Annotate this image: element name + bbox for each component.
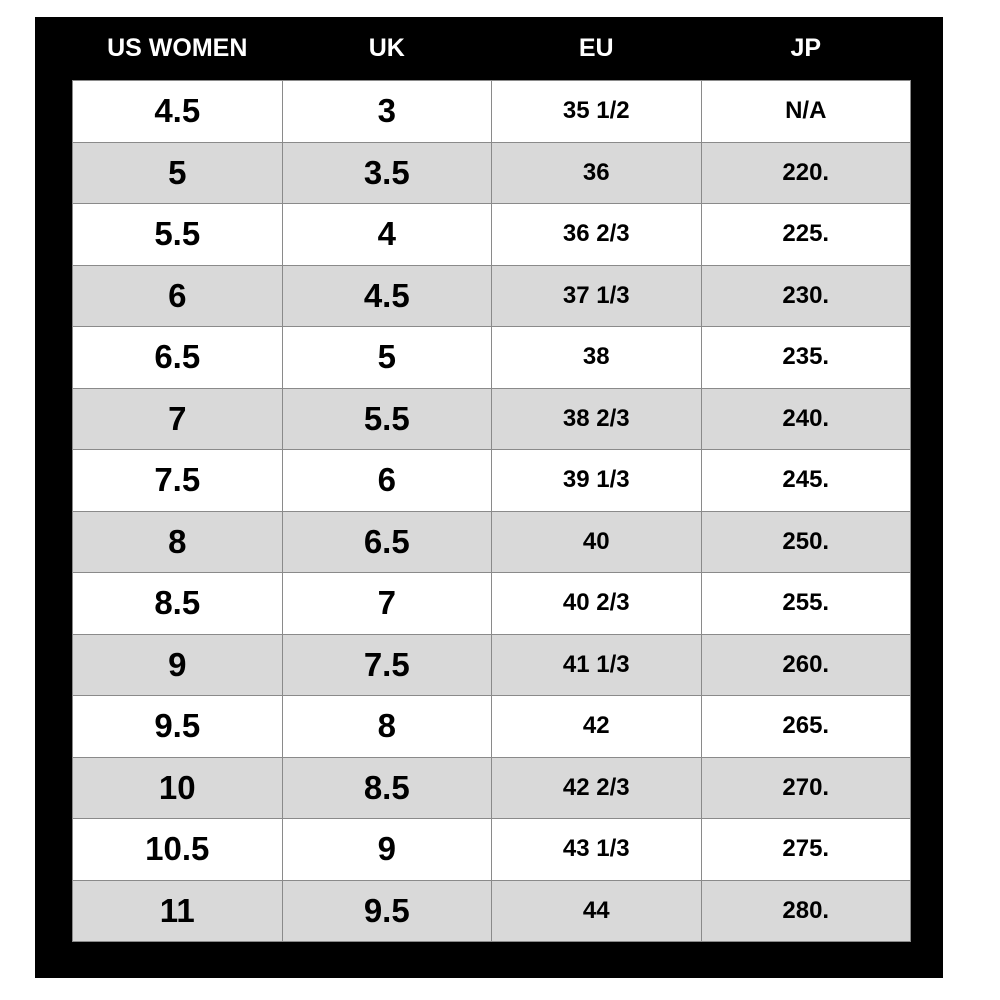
- size-row: 6.5 5 38 235.: [72, 326, 911, 389]
- size-chart: US WOMEN UK EU JP 4.5 3 35 1/2 N/A 5 3.5 36 220. 5.…: [35, 17, 943, 978]
- size-row: 7.5 6 39 1/3 245.: [72, 449, 911, 512]
- size-cell: 5: [281, 326, 492, 389]
- size-cell: 38: [491, 326, 702, 389]
- size-cell: 40: [491, 510, 702, 573]
- column-header: EU: [578, 34, 614, 62]
- size-row: 8 6.5 40 250.: [72, 510, 911, 573]
- size-cell: 41 1/3: [491, 633, 702, 696]
- size-cell: 9.5: [72, 695, 283, 758]
- size-cell: 5: [72, 141, 283, 204]
- size-cell: 10: [72, 756, 283, 819]
- size-row: 5 3.5 36 220.: [72, 141, 911, 204]
- size-cell: 6: [72, 264, 283, 327]
- size-cell: 40 2/3: [491, 572, 702, 635]
- size-cell: 7.5: [72, 449, 283, 512]
- size-cell: 230.: [700, 264, 911, 327]
- size-cell: 9: [281, 818, 492, 881]
- size-cell: 8.5: [72, 572, 283, 635]
- size-cell: 11: [72, 879, 283, 942]
- size-cell: 36: [491, 141, 702, 204]
- size-cell: 9.5: [281, 879, 492, 942]
- size-cell: 255.: [700, 572, 911, 635]
- size-cell: 4.5: [72, 80, 283, 143]
- size-cell: 6.5: [72, 326, 283, 389]
- size-cell: 235.: [700, 326, 911, 389]
- size-cell: 36 2/3: [491, 203, 702, 266]
- size-cell: N/A: [700, 80, 911, 143]
- size-cell: 10.5: [72, 818, 283, 881]
- size-cell: 3: [281, 80, 492, 143]
- size-cell: 5.5: [72, 203, 283, 266]
- size-cell: 8: [281, 695, 492, 758]
- size-cell: 42: [491, 695, 702, 758]
- size-cell: 220.: [700, 141, 911, 204]
- size-row: 10 8.5 42 2/3 270.: [72, 756, 911, 819]
- size-cell: 7.5: [281, 633, 492, 696]
- size-cell: 6: [281, 449, 492, 512]
- table-header: US WOMEN UK EU JP: [73, 17, 911, 81]
- size-cell: 280.: [700, 879, 911, 942]
- size-row: 11 9.5 44 280.: [72, 879, 911, 942]
- size-row: 6 4.5 37 1/3 230.: [72, 264, 911, 327]
- size-cell: 39 1/3: [491, 449, 702, 512]
- size-cell: 8: [72, 510, 283, 573]
- size-row: 5.5 4 36 2/3 225.: [72, 203, 911, 266]
- size-cell: 8.5: [281, 756, 492, 819]
- column-header: JP: [790, 34, 822, 62]
- size-cell: 245.: [700, 449, 911, 512]
- size-cell: 4.5: [281, 264, 492, 327]
- size-cell: 7: [72, 387, 283, 450]
- size-cell: 3.5: [281, 141, 492, 204]
- size-cell: 250.: [700, 510, 911, 573]
- size-cell: 38 2/3: [491, 387, 702, 450]
- size-cell: 4: [281, 203, 492, 266]
- column-header: UK: [368, 34, 405, 62]
- size-cell: 265.: [700, 695, 911, 758]
- size-row: 9 7.5 41 1/3 260.: [72, 633, 911, 696]
- size-cell: 6.5: [281, 510, 492, 573]
- size-cell: 37 1/3: [491, 264, 702, 327]
- table-body: 4.5 3 35 1/2 N/A 5 3.5 36 220. 5.5 4 36 2/3 225. 6 4.…: [72, 80, 911, 942]
- size-cell: 5.5: [281, 387, 492, 450]
- size-cell: 225.: [700, 203, 911, 266]
- header-row: US WOMEN UK EU JP: [73, 17, 911, 81]
- size-row: 7 5.5 38 2/3 240.: [72, 387, 911, 450]
- size-row: 10.5 9 43 1/3 275.: [72, 818, 911, 881]
- size-cell: 42 2/3: [491, 756, 702, 819]
- size-cell: 275.: [700, 818, 911, 881]
- size-cell: 240.: [700, 387, 911, 450]
- size-cell: 9: [72, 633, 283, 696]
- size-table: US WOMEN UK EU JP 4.5 3 35 1/2 N/A 5 3.5 36 220. 5.…: [72, 17, 911, 942]
- size-row: 8.5 7 40 2/3 255.: [72, 572, 911, 635]
- size-cell: 7: [281, 572, 492, 635]
- size-cell: 260.: [700, 633, 911, 696]
- column-header: US WOMEN: [107, 34, 248, 62]
- size-row: 9.5 8 42 265.: [72, 695, 911, 758]
- size-cell: 35 1/2: [491, 80, 702, 143]
- size-cell: 43 1/3: [491, 818, 702, 881]
- size-cell: 44: [491, 879, 702, 942]
- size-row: 4.5 3 35 1/2 N/A: [72, 80, 911, 143]
- size-cell: 270.: [700, 756, 911, 819]
